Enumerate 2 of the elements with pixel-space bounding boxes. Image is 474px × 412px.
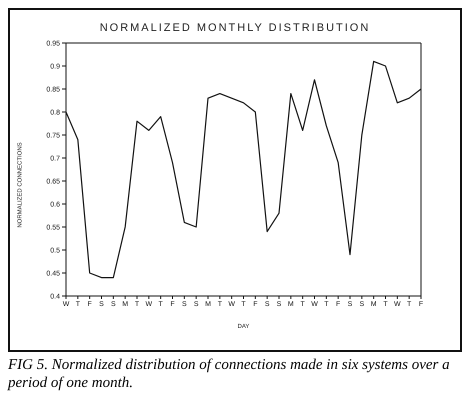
caption: FIG 5. Normalized distribution of connections made in six systems over a period of one month. (8, 356, 451, 392)
chart-title: NORMALIZED MONTHLY DISTRIBUTION (98, 22, 372, 34)
